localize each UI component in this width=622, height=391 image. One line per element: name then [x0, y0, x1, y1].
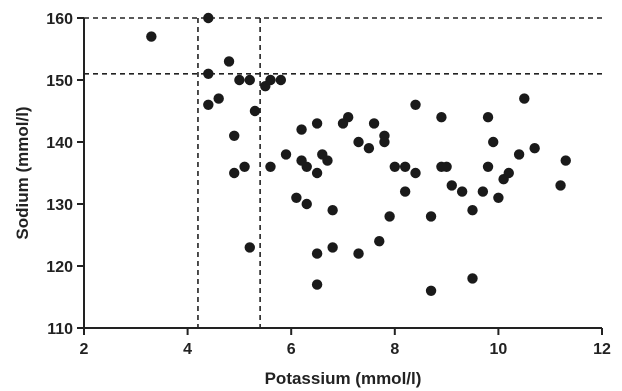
reference-lines — [84, 17, 602, 328]
data-point — [425, 285, 437, 296]
data-point — [291, 192, 302, 203]
data-point — [482, 161, 494, 172]
data-point — [519, 93, 530, 104]
data-point — [229, 130, 240, 141]
data-point — [327, 205, 338, 216]
data-point — [203, 99, 214, 111]
data-point — [311, 279, 323, 290]
data-point — [368, 118, 380, 129]
data-point — [203, 68, 214, 80]
data-point — [229, 167, 240, 179]
data-point — [482, 112, 494, 123]
data-point — [513, 149, 525, 160]
data-point — [384, 211, 395, 222]
data-point — [477, 186, 489, 197]
data-point — [389, 161, 400, 172]
data-point — [223, 56, 235, 67]
data-point — [213, 93, 224, 104]
data-point — [488, 136, 499, 148]
data-point — [146, 31, 157, 42]
data-point — [342, 112, 354, 123]
data-point — [322, 155, 333, 166]
data-point — [379, 136, 390, 148]
data-point — [529, 143, 540, 154]
y-tick-label: 150 — [46, 73, 73, 90]
y-tick-label: 120 — [46, 259, 73, 276]
data-point — [493, 192, 504, 203]
data-point — [410, 99, 421, 111]
x-tick-label: 10 — [490, 341, 508, 358]
data-point — [239, 161, 250, 172]
y-tick-label: 160 — [46, 11, 73, 28]
data-point — [503, 167, 514, 179]
data-point — [203, 12, 214, 24]
y-tick-label: 140 — [46, 135, 73, 152]
data-point — [399, 186, 411, 197]
x-tick-label: 6 — [287, 341, 296, 358]
data-point — [441, 161, 452, 172]
data-point — [244, 74, 255, 86]
x-tick-label: 4 — [183, 341, 192, 358]
data-point — [436, 112, 447, 123]
data-point — [374, 236, 385, 247]
data-point — [363, 143, 375, 154]
data-point — [467, 273, 478, 284]
data-point — [399, 161, 411, 172]
axes — [83, 18, 602, 329]
data-point — [311, 248, 323, 259]
data-point — [410, 167, 421, 179]
data-point — [296, 124, 307, 135]
data-point — [234, 74, 245, 86]
y-tick-label: 130 — [46, 197, 73, 214]
data-point — [446, 180, 457, 191]
data-point — [249, 105, 261, 117]
y-tick-label: 110 — [47, 321, 73, 338]
data-point — [301, 198, 312, 210]
x-tick-label: 8 — [390, 341, 399, 358]
data-point — [311, 167, 323, 179]
x-axis-title: Potassium (mmol/l) — [265, 369, 422, 388]
data-point — [467, 205, 478, 216]
data-points — [146, 12, 571, 296]
data-point — [555, 180, 566, 191]
x-tick-label: 2 — [80, 341, 89, 358]
data-point — [280, 149, 292, 160]
data-point — [456, 186, 468, 197]
data-point — [353, 248, 364, 259]
data-point — [425, 211, 437, 222]
data-point — [560, 155, 571, 166]
data-point — [244, 242, 255, 253]
y-axis-title: Sodium (mmol/l) — [13, 106, 32, 239]
data-point — [327, 242, 338, 253]
data-point — [301, 161, 312, 172]
data-point — [265, 74, 276, 86]
ticks: 2 4 6 8 10 12 110 120 130 140 150 160 — [46, 11, 611, 358]
data-point — [275, 74, 287, 86]
x-tick-label: 12 — [593, 341, 611, 358]
data-point — [353, 136, 364, 148]
data-point — [265, 161, 276, 172]
data-point — [311, 118, 323, 129]
